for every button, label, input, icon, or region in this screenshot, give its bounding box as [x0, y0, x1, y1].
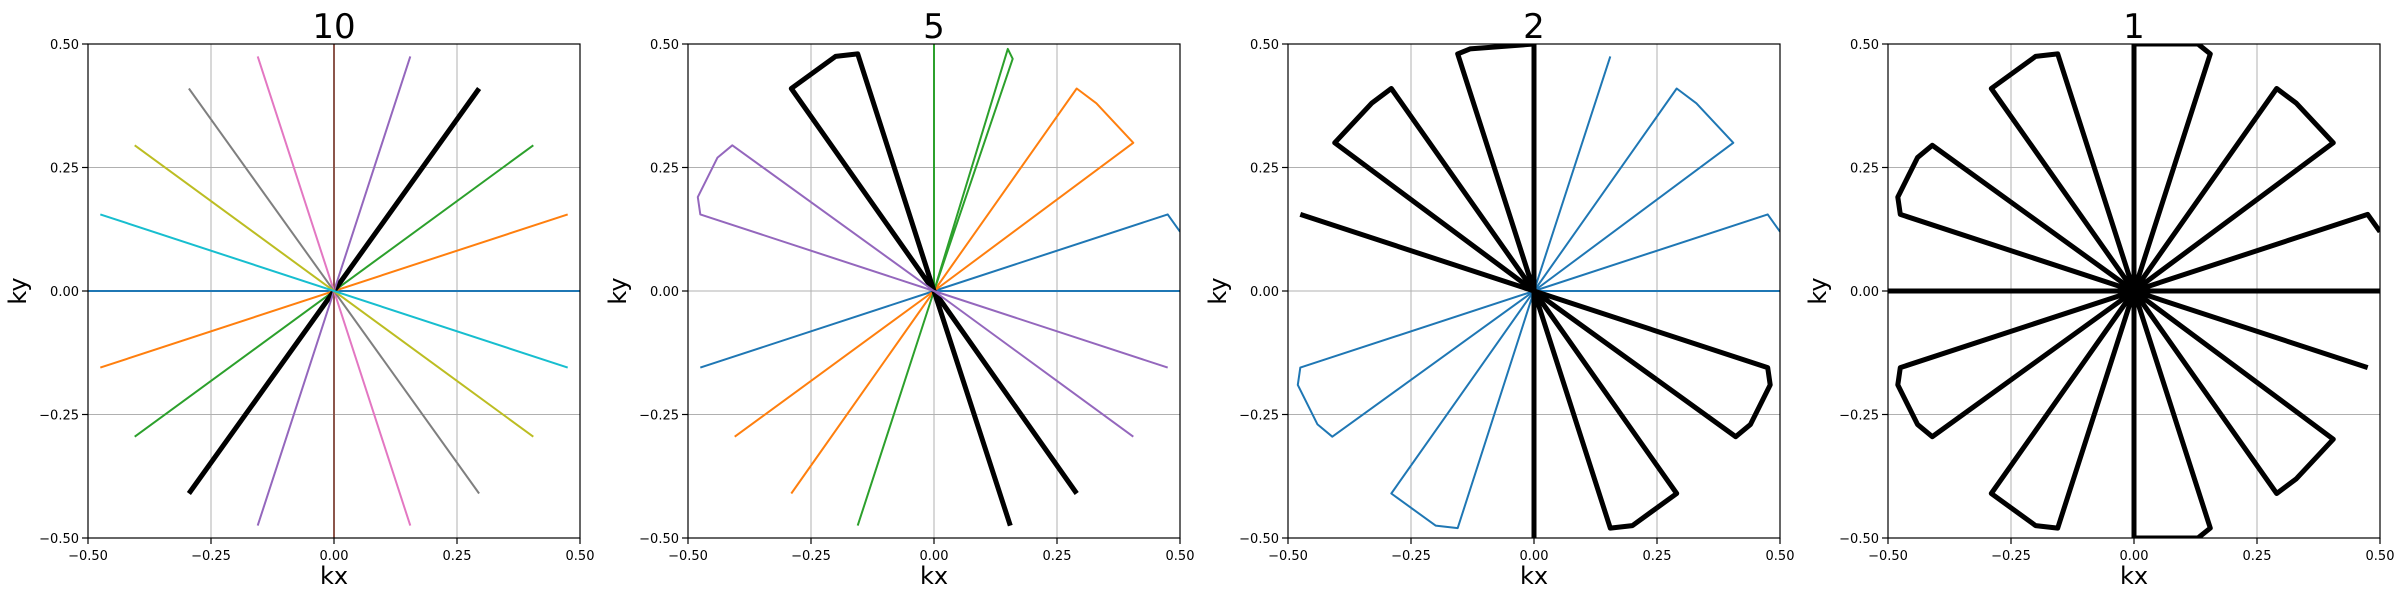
- panel-3: −0.50 −0.50 −0.25 −0.25 0.00 0.00 0.25 0.25 0.50…: [1204, 7, 1794, 590]
- x-tick-label: 0.50: [1166, 549, 1195, 564]
- y-tick-label: 0.25: [50, 162, 79, 177]
- spoke-line-7: [788, 51, 937, 293]
- spoke-line-5: [2133, 211, 2380, 294]
- spoke-line-5: [1390, 290, 1535, 530]
- x-tick-label: 0.50: [2366, 549, 2395, 564]
- x-tick-label: 0.00: [320, 549, 349, 564]
- spoke-line-9: [1299, 212, 1535, 294]
- x-tick-label: −0.25: [191, 549, 231, 564]
- x-axis-label: kx: [320, 562, 348, 590]
- spoke-line-11: [2131, 288, 2336, 496]
- chart-title: 10: [312, 7, 355, 47]
- x-axis-label: kx: [1520, 562, 1548, 590]
- series-group: [696, 44, 1180, 527]
- spoke-line-11: [1531, 289, 1680, 531]
- spoke-line-5: [933, 44, 1014, 292]
- x-tick-label: 0.50: [1766, 549, 1795, 564]
- y-tick-label: 0.50: [1850, 38, 1879, 53]
- y-axis-label: ky: [1204, 277, 1232, 304]
- spoke-line-8: [1332, 86, 1537, 294]
- spoke-line-3: [933, 87, 1135, 292]
- y-tick-label: 0.00: [1250, 285, 1279, 300]
- x-tick-label: 0.00: [1520, 549, 1549, 564]
- y-tick-label: 0.25: [1850, 162, 1879, 177]
- spoke-line-1: [1533, 213, 1780, 292]
- spoke-line-7: [1895, 142, 2136, 294]
- y-tick-label: −0.25: [1839, 409, 1879, 424]
- spoke-line-2: [699, 290, 935, 369]
- y-tick-label: −0.25: [1239, 409, 1279, 424]
- plot-frame: [1287, 43, 1781, 539]
- x-tick-label: 0.00: [920, 549, 949, 564]
- spoke-line-9: [696, 144, 935, 292]
- x-tick-label: −0.50: [1868, 549, 1908, 564]
- y-tick-label: 0.50: [1250, 38, 1279, 53]
- y-axis-label: ky: [604, 277, 632, 304]
- y-tick-label: 0.50: [650, 38, 679, 53]
- chart-title: 5: [923, 7, 945, 47]
- plot-frame: [687, 43, 1181, 539]
- series-group: [1888, 44, 2380, 538]
- y-tick-label: 0.25: [1250, 162, 1279, 177]
- panel-4: −0.50 −0.50 −0.25 −0.25 0.00 0.00 0.25 0.25 0.50…: [1804, 7, 2394, 590]
- x-tick-label: 0.25: [443, 549, 472, 564]
- panel-1: −0.50 −0.50 −0.25 −0.25 0.00 0.00 0.25 0.25 0.50…: [4, 7, 594, 590]
- chart-title: 2: [1523, 7, 1545, 47]
- spoke-line-3: [1533, 56, 1612, 292]
- x-tick-label: 0.25: [2243, 549, 2272, 564]
- spoke-line-4: [1296, 290, 1535, 438]
- spoke-line-2: [1533, 87, 1735, 292]
- spoke-line-12: [2133, 288, 2369, 370]
- y-tick-label: −0.50: [1839, 532, 1879, 547]
- y-tick-label: −0.50: [1239, 532, 1279, 547]
- y-tick-label: 0.25: [650, 162, 679, 177]
- spoke-line-10: [933, 290, 1169, 438]
- plot-frame: [1887, 43, 2381, 539]
- x-tick-label: 0.25: [1643, 549, 1672, 564]
- spoke-line-6: [856, 290, 935, 526]
- x-axis-label: kx: [920, 562, 948, 590]
- spoke-line-10: [1532, 288, 1773, 440]
- chart-title: 1: [2123, 7, 2145, 47]
- x-tick-label: −0.25: [791, 549, 831, 564]
- x-tick-label: −0.25: [1391, 549, 1431, 564]
- panel-2: −0.50 −0.50 −0.25 −0.25 0.00 0.00 0.25 0.25 0.50…: [604, 7, 1194, 590]
- y-tick-label: 0.50: [50, 38, 79, 53]
- spoke-line-8: [931, 288, 1079, 527]
- spoke-line-9: [1988, 289, 2137, 531]
- y-axis-label: ky: [4, 277, 32, 304]
- x-tick-label: −0.25: [1991, 549, 2031, 564]
- spoke-line-8: [1895, 288, 2136, 440]
- spoke-line-4: [734, 290, 935, 495]
- y-tick-label: −0.25: [639, 409, 679, 424]
- x-tick-label: 0.25: [1043, 549, 1072, 564]
- spoke-line-1: [933, 213, 1180, 292]
- x-axis-label: kx: [2120, 562, 2148, 590]
- spoke-line-4: [2131, 86, 2336, 294]
- y-tick-label: −0.50: [39, 532, 79, 547]
- x-tick-label: −0.50: [668, 549, 708, 564]
- x-tick-label: −0.50: [1268, 549, 1308, 564]
- series-group: [88, 44, 580, 538]
- y-tick-label: 0.00: [50, 285, 79, 300]
- y-axis-label: ky: [1804, 277, 1832, 304]
- spoke-line-6: [1988, 51, 2137, 293]
- x-tick-label: 0.00: [2120, 549, 2149, 564]
- spoke-line-7: [1455, 44, 1537, 292]
- y-tick-label: −0.25: [39, 409, 79, 424]
- x-tick-label: −0.50: [68, 549, 108, 564]
- x-tick-label: 0.50: [566, 549, 595, 564]
- y-tick-label: 0.00: [650, 285, 679, 300]
- spoke-line-3: [2131, 44, 2213, 292]
- y-tick-label: −0.50: [639, 532, 679, 547]
- plot-frame: [87, 43, 581, 539]
- spoke-line-10: [99, 213, 569, 369]
- y-tick-label: 0.00: [1850, 285, 1879, 300]
- series-group: [1296, 44, 1780, 538]
- spoke-line-10: [2131, 290, 2213, 538]
